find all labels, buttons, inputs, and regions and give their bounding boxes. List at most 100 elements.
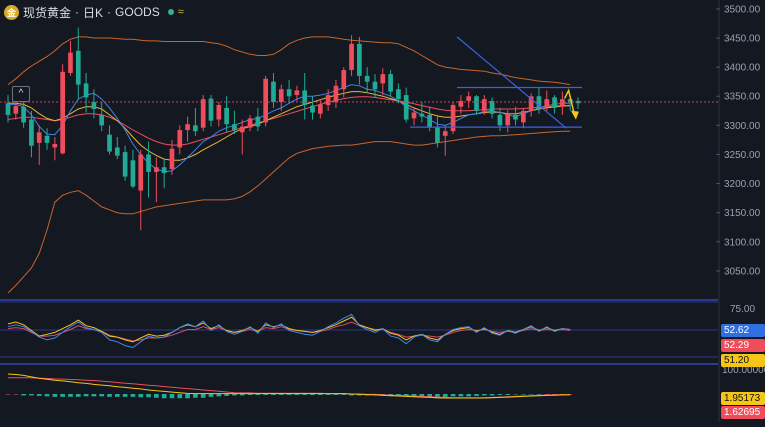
candle-body [513, 114, 518, 120]
candle-body [114, 147, 120, 156]
macd-histogram-bar [193, 394, 198, 398]
macd-histogram-bar [333, 394, 339, 395]
rsi-series-2 [7, 313, 571, 349]
candle-body [466, 96, 472, 101]
candle-body [521, 110, 526, 123]
macd-histogram-bar [208, 394, 214, 397]
macd-histogram-bar [442, 394, 448, 397]
macd-histogram-bar [5, 394, 11, 395]
y-tick-label: 3350.00 [724, 92, 761, 103]
candle-body [13, 106, 19, 114]
macd-histogram-bar [247, 394, 253, 395]
gold-logo-icon: 金 [4, 4, 19, 20]
macd-histogram-bar [466, 394, 472, 397]
candle-body [75, 50, 81, 85]
macd-histogram-bar [91, 394, 97, 397]
macd-histogram-bar [427, 394, 432, 397]
macd-histogram-bar [263, 394, 269, 395]
candle-body [458, 100, 464, 107]
macd-histogram-bar [357, 394, 362, 396]
y-tick-label: 3050.00 [724, 266, 761, 277]
bollinger-upper-line [7, 36, 571, 86]
macd-tick-label: 100.00000 [722, 365, 765, 376]
y-tick-label: 3450.00 [724, 34, 761, 45]
macd-histogram-bar [146, 394, 151, 398]
candle-body [294, 90, 300, 96]
rsi-series-1 [7, 316, 571, 343]
candle-body [286, 89, 292, 97]
candle-body [216, 104, 222, 120]
candle-body [357, 43, 362, 76]
rsi-badge-1: 52.62 [721, 324, 765, 337]
rsi-series-3 [7, 321, 571, 342]
candle-body [239, 126, 245, 133]
macd-histogram-bar [341, 394, 347, 395]
macd-histogram-bar [528, 394, 534, 395]
y-tick-label: 3500.00 [724, 4, 761, 15]
candle-body [91, 102, 97, 110]
separator-dot: · [75, 5, 80, 19]
macd-histogram-bar [544, 394, 550, 395]
macd-histogram-bar [224, 394, 229, 396]
chart-header: 金 现货黄金 · 日K · GOODS ≈ [4, 3, 184, 21]
macd-histogram-bar [185, 394, 190, 399]
candle-body [435, 126, 440, 143]
candle-body [185, 124, 190, 131]
macd-histogram-bar [435, 394, 440, 397]
macd-histogram-bar [107, 394, 112, 397]
candle-body [481, 99, 487, 111]
collapse-toggle-icon[interactable]: ^ [12, 86, 30, 102]
candle-body [255, 116, 261, 127]
candle-body [224, 107, 229, 125]
macd-histogram-bar [302, 394, 308, 395]
candle-body [271, 81, 276, 103]
period-label[interactable]: 日K [83, 5, 104, 20]
candle-body [567, 99, 573, 103]
y-tick-label: 3100.00 [724, 237, 761, 248]
macd-histogram-bar [83, 394, 89, 397]
macd-histogram-bar [114, 394, 120, 397]
rsi-badge-2: 52.29 [721, 339, 765, 352]
y-tick-label: 3200.00 [724, 179, 761, 190]
macd-histogram-bar [138, 394, 144, 398]
macd-badge-2: 1.62695 [721, 406, 765, 419]
candle-body [474, 96, 479, 111]
macd-histogram-bar [521, 394, 526, 395]
y-tick-label: 3150.00 [724, 208, 761, 219]
candle-body [99, 114, 105, 126]
candle-body [317, 104, 323, 114]
macd-histogram-bar [60, 394, 65, 397]
macd-histogram-bar [29, 394, 34, 396]
candle-body [552, 97, 557, 108]
macd-histogram-bar [286, 394, 292, 395]
macd-histogram-bar [505, 394, 511, 395]
candle-body [52, 143, 58, 148]
candle-body [341, 70, 347, 90]
candle-body [44, 135, 50, 143]
candle-body [349, 43, 354, 71]
macd-histogram-bar [44, 394, 50, 397]
market-status-icon [167, 9, 174, 15]
bollinger-lower-line [7, 130, 571, 294]
macd-histogram-bar [536, 394, 542, 395]
candle-body [497, 114, 503, 126]
macd-histogram-bar [278, 394, 284, 395]
candle-body [83, 83, 89, 98]
candle-body [380, 74, 386, 84]
symbol-name[interactable]: 现货黄金 [23, 5, 72, 20]
rsi-tick-label: 75.00 [730, 304, 755, 315]
projection-arrowhead [570, 110, 579, 120]
macd-badge-1: 1.95173 [721, 392, 765, 405]
candle-body [396, 89, 401, 100]
wave-icon[interactable]: ≈ [177, 6, 184, 18]
candle-body [528, 96, 534, 111]
macd-histogram-bar [200, 394, 206, 398]
separator-dot: · [107, 5, 112, 19]
candle-body [450, 104, 456, 132]
exchange-label: GOODS [115, 5, 160, 19]
candle-body [200, 99, 206, 128]
candle-body [310, 105, 315, 113]
rsi-badge-3: 51.20 [721, 354, 765, 367]
candle-body [193, 125, 198, 132]
